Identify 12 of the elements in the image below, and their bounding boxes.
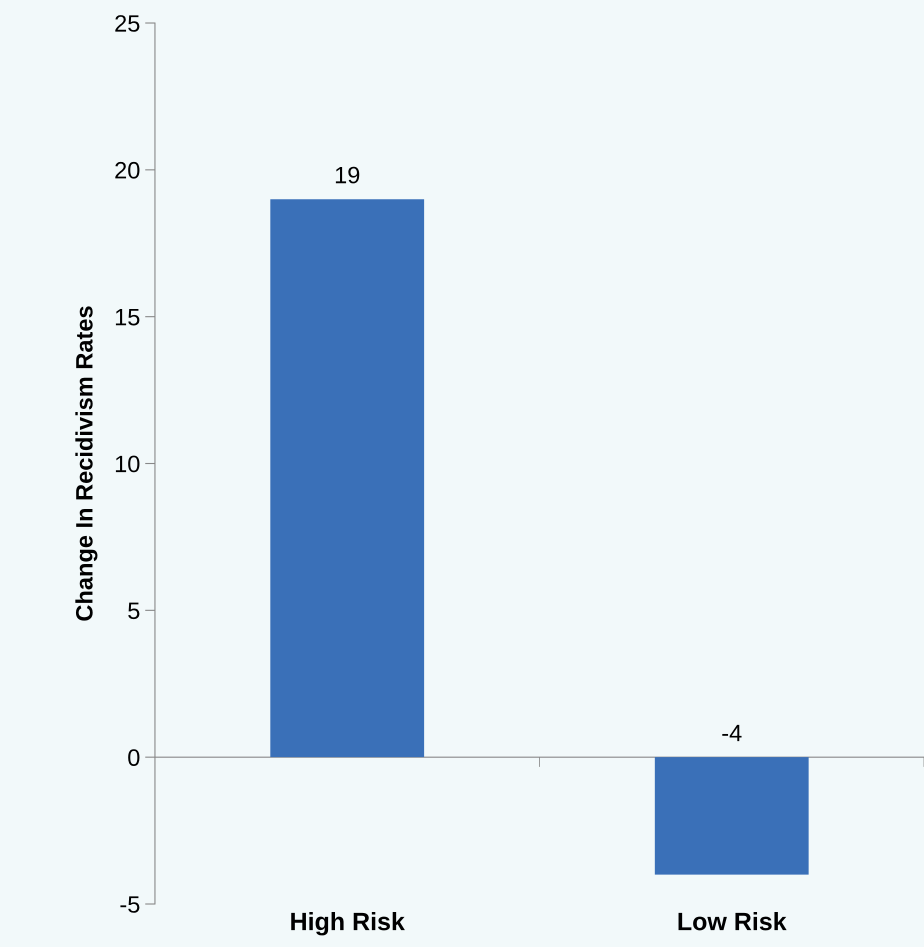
y-tick-label: 20 [115, 162, 140, 179]
y-axis-title: Change In Recidivism Rates [75, 306, 98, 621]
x-tick-label: High Risk [291, 912, 405, 936]
data-label: -4 [722, 724, 742, 742]
y-tick-label: 0 [128, 749, 140, 766]
y-tick-label: 10 [116, 456, 140, 472]
y-tick-label: 15 [116, 308, 140, 326]
y-tick-label: 5 [128, 602, 140, 620]
y-tick-label: 25 [115, 15, 140, 32]
y-tick-label: -5 [120, 896, 140, 913]
x-tick-label: Low Risk [678, 912, 787, 930]
data-label: 19 [336, 166, 360, 184]
